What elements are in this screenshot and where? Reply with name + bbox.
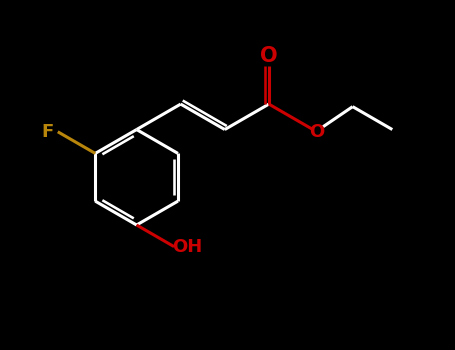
Text: O: O [309, 123, 324, 141]
Text: OH: OH [172, 238, 202, 255]
Text: O: O [260, 46, 278, 66]
Text: F: F [42, 123, 54, 141]
